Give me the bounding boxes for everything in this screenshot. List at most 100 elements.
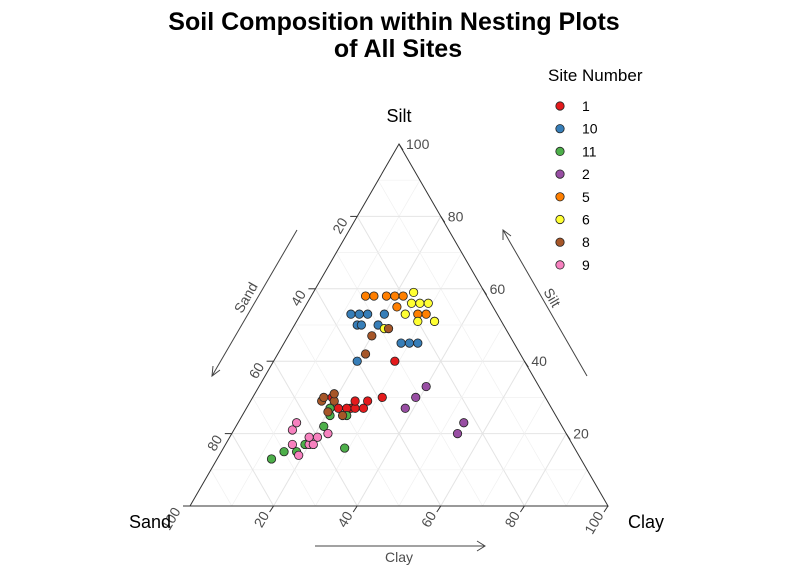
data-point-site-9 <box>287 425 298 435</box>
data-point-site-9 <box>323 428 333 439</box>
data-point-site-6 <box>429 316 440 326</box>
data-point-site-1 <box>377 392 387 402</box>
chart-title-line-2: of All Sites <box>334 35 462 63</box>
data-point-site-9 <box>294 450 304 460</box>
data-point-site-10 <box>404 338 415 348</box>
data-point-site-11 <box>340 443 350 453</box>
vertex-label-silt: Silt <box>386 106 411 126</box>
data-point-site-5 <box>369 291 379 301</box>
tick-mark-clay <box>603 505 609 513</box>
gridline <box>565 469 588 507</box>
data-point-site-1 <box>390 356 400 366</box>
tick-mark-clay <box>519 505 525 513</box>
data-point-site-8 <box>323 407 333 417</box>
data-point-site-1 <box>358 403 369 413</box>
data-point-site-2 <box>421 381 431 392</box>
gridline <box>523 433 567 507</box>
data-point-site-2 <box>411 392 421 402</box>
silt-axis-label: Silt <box>541 285 565 310</box>
data-point-site-2 <box>400 403 410 413</box>
tick-label-silt: 80 <box>448 208 464 224</box>
tick-label-clay: 80 <box>501 508 523 530</box>
clay-axis-arrow: Clay <box>315 540 486 565</box>
tick-label-silt: 40 <box>531 353 547 369</box>
gridline <box>210 469 233 507</box>
tick-label-sand: 20 <box>329 215 351 237</box>
tick-label-clay: 20 <box>251 508 273 530</box>
data-point-site-2 <box>459 418 469 428</box>
tick-mark-silt <box>523 360 529 368</box>
sand-axis-arrow: Sand <box>211 229 298 378</box>
gridline <box>315 252 463 507</box>
data-point-site-5 <box>390 291 400 301</box>
tick-label-sand: 80 <box>204 432 226 454</box>
gridline <box>231 180 421 507</box>
legend-label-10: 10 <box>582 121 598 137</box>
legend-marker-2 <box>555 169 565 179</box>
data-point-site-9 <box>291 418 302 428</box>
legend: Site Number 1 10 11 2 5 6 8 9 <box>548 66 643 273</box>
gridline <box>482 397 546 507</box>
legend-label-11: 11 <box>582 143 597 159</box>
gridline <box>335 252 483 507</box>
legend-title: Site Number <box>548 66 643 85</box>
data-point-site-1 <box>350 396 360 406</box>
sand-axis-label: Sand <box>231 279 261 315</box>
data-point-site-8 <box>383 324 394 334</box>
data-point-site-5 <box>421 309 431 319</box>
legend-marker-11 <box>555 146 565 156</box>
legend-marker-8 <box>555 237 565 247</box>
data-point-site-5 <box>381 291 392 301</box>
tick-mark-silt <box>482 288 488 296</box>
data-point-site-9 <box>312 432 323 442</box>
gridline <box>398 324 504 507</box>
legend-label-2: 2 <box>582 166 590 182</box>
tick-label-sand: 40 <box>287 287 309 309</box>
data-point-site-10 <box>413 338 423 348</box>
data-point-site-2 <box>452 428 463 439</box>
data-point-site-10 <box>396 338 406 348</box>
tick-label-clay: 100 <box>581 508 607 536</box>
clay-axis-label: Clay <box>385 549 413 565</box>
ternary-outline <box>189 142 609 507</box>
gridline <box>231 433 275 507</box>
tick-label-sand: 60 <box>246 360 268 382</box>
legend-label-8: 8 <box>582 234 590 250</box>
data-point-site-6 <box>400 309 410 319</box>
data-point-site-5 <box>392 302 402 312</box>
tick-mark-clay <box>269 505 275 513</box>
data-point-site-10 <box>354 309 364 319</box>
data-point-site-8 <box>337 410 348 421</box>
legend-marker-10 <box>555 124 565 134</box>
legend-label-6: 6 <box>582 212 590 228</box>
data-point-site-6 <box>415 298 425 308</box>
tick-mark-silt <box>440 216 446 223</box>
tick-label-silt: 20 <box>573 426 589 442</box>
data-point-site-1 <box>363 396 373 406</box>
legend-label-1: 1 <box>582 98 590 114</box>
data-point-site-5 <box>398 291 408 301</box>
legend-marker-9 <box>555 260 565 270</box>
tick-label-silt: 100 <box>406 136 430 152</box>
vertex-label-clay: Clay <box>628 512 664 532</box>
data-point-site-10 <box>379 309 389 319</box>
legend-label-9: 9 <box>582 257 590 273</box>
data-point-site-10 <box>346 309 356 319</box>
data-point-site-6 <box>413 316 423 326</box>
data-point-site-9 <box>287 439 298 450</box>
legend-marker-5 <box>555 192 565 202</box>
tick-label-clay: 60 <box>418 508 440 530</box>
legend-label-5: 5 <box>582 189 590 205</box>
gridline <box>440 360 525 507</box>
data-point-site-8 <box>329 389 339 399</box>
vertex-label-sand: Sand <box>129 512 171 532</box>
data-point-site-8 <box>360 349 371 359</box>
data-point-site-11 <box>266 454 277 464</box>
data-point-site-8 <box>319 392 329 402</box>
data-point-site-6 <box>409 287 419 298</box>
tick-mark-clay <box>436 505 442 513</box>
data-point-site-5 <box>360 291 371 301</box>
data-point-site-11 <box>319 421 329 431</box>
